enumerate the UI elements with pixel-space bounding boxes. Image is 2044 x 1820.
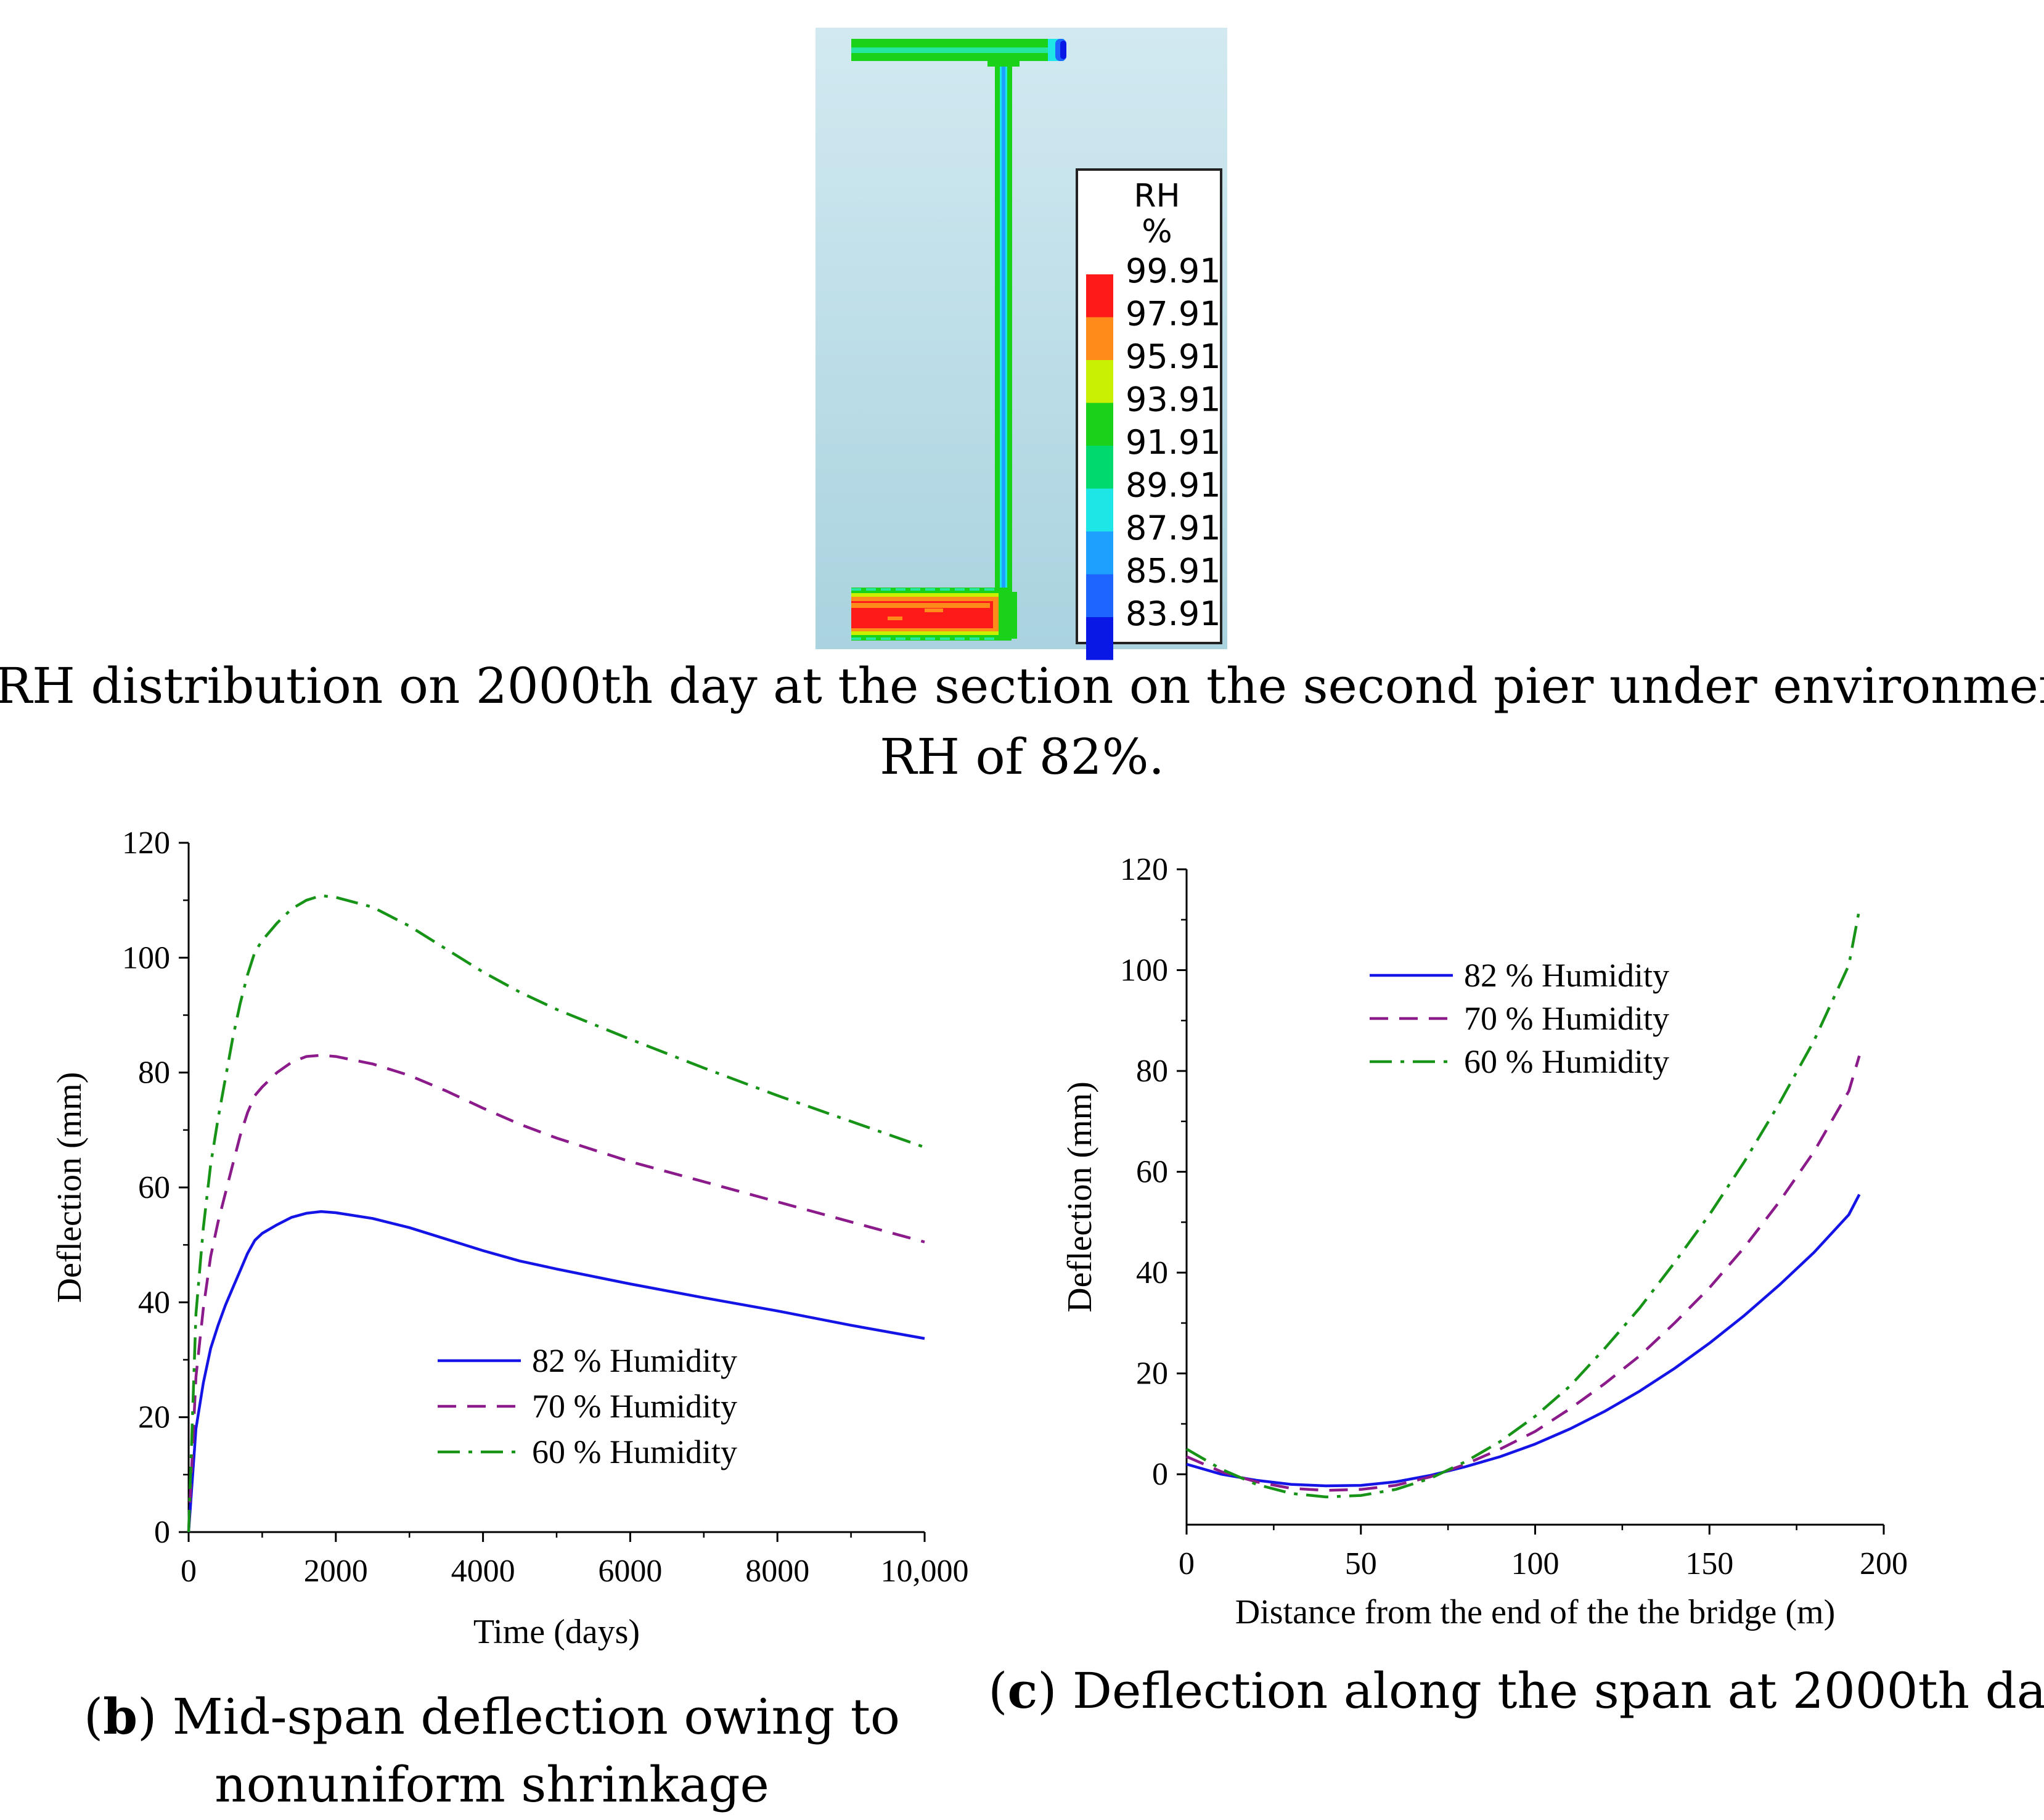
rh-legend-title: RH xyxy=(1134,178,1180,215)
y-tick-label: 60 xyxy=(138,1170,170,1205)
x-tick-label: 50 xyxy=(1345,1546,1377,1581)
x-tick-label: 150 xyxy=(1685,1546,1733,1581)
rh-level-label: 85.91 xyxy=(1126,552,1221,591)
y-tick-label: 40 xyxy=(1136,1255,1168,1290)
b-axes: 0 20 40 60 80 100 120 0 2000 4000 6000 8000 10,000 Ti… xyxy=(51,826,969,1651)
rh-swatch xyxy=(1086,488,1113,531)
caption-a-line1: RH distribution on 2000th day at the sec… xyxy=(0,657,2044,715)
rh-swatch xyxy=(1086,574,1113,617)
rh-level-label: 83.91 xyxy=(1126,594,1221,633)
x-axis-label: Distance from the end of the the bridge … xyxy=(1235,1593,1835,1631)
y-tick-label: 80 xyxy=(1136,1054,1168,1089)
x-tick-label: 6000 xyxy=(598,1554,662,1589)
legend-label: 60 % Humidity xyxy=(532,1433,737,1470)
caption-c-text: Deflection along the span at 2000th day xyxy=(1073,1662,2044,1720)
svg-text:(a) RH distribution on 2000th: (a) RH distribution on 2000th day at the… xyxy=(0,657,2044,715)
rh-swatch xyxy=(1086,446,1113,489)
caption-c-open: ( xyxy=(988,1662,1007,1720)
rh-level-label: 95.91 xyxy=(1126,337,1221,376)
svg-text:(c) Deflection along the span: (c) Deflection along the span at 2000th … xyxy=(988,1662,2044,1720)
rh-swatch xyxy=(1086,617,1113,660)
caption-b-line1: Mid-span deflection owing to xyxy=(173,1688,900,1745)
legend-label: 70 % Humidity xyxy=(1464,1000,1669,1037)
rh-level-label: 87.91 xyxy=(1126,509,1221,547)
y-tick-label: 0 xyxy=(154,1515,170,1550)
legend-label: 70 % Humidity xyxy=(532,1388,737,1425)
series-line-dashdot xyxy=(1185,909,1861,1499)
legend-label: 82 % Humidity xyxy=(532,1342,737,1379)
chart-span-deflection: 0 20 40 60 80 100 120 0 50 100 150 200 Distance from… xyxy=(1061,852,1908,1631)
caption-c-close: ) xyxy=(1037,1662,1073,1720)
c-axes: 0 20 40 60 80 100 120 0 50 100 150 200 Distance from… xyxy=(1061,852,1908,1631)
series-line-dashdot xyxy=(187,894,925,1533)
y-tick-label: 60 xyxy=(1136,1155,1168,1190)
bottom-flange xyxy=(851,588,1017,641)
y-tick-label: 100 xyxy=(122,940,170,975)
y-tick-label: 120 xyxy=(1120,852,1168,887)
b-series-lines xyxy=(187,894,925,1533)
y-axis-label: Deflection (mm) xyxy=(51,1072,89,1303)
rh-swatch xyxy=(1086,360,1113,403)
rh-swatch xyxy=(1086,274,1113,318)
series-line-solid xyxy=(1186,1194,1861,1488)
y-tick-label: 0 xyxy=(1152,1457,1168,1492)
svg-text:(b) Mid-span deflection owing: (b) Mid-span deflection owing to xyxy=(84,1687,900,1745)
y-tick-label: 100 xyxy=(1120,953,1168,988)
series-line-dashed xyxy=(187,1054,925,1533)
caption-a-line2: RH of 82%. xyxy=(880,728,1164,785)
caption-c: (c) Deflection along the span at 2000th … xyxy=(988,1662,2044,1720)
y-tick-label: 80 xyxy=(138,1056,170,1091)
c-legend: 82 % Humidity 70 % Humidity 60 % Humidity xyxy=(1370,957,1669,1080)
x-tick-label: 200 xyxy=(1860,1546,1908,1581)
x-tick-label: 0 xyxy=(1179,1546,1195,1581)
rh-color-swatches xyxy=(1086,274,1113,660)
legend-label: 60 % Humidity xyxy=(1464,1043,1669,1080)
caption-b-open: ( xyxy=(84,1688,103,1745)
rh-level-label: 89.91 xyxy=(1126,466,1221,505)
caption-b-label: b xyxy=(103,1687,137,1745)
caption-a: (a) RH distribution on 2000th day at the… xyxy=(0,657,2044,785)
x-axis-label: Time (days) xyxy=(473,1613,640,1651)
x-tick-label: 0 xyxy=(181,1554,197,1589)
x-tick-label: 2000 xyxy=(304,1554,368,1589)
rh-level-label: 91.91 xyxy=(1126,423,1221,462)
top-flange xyxy=(851,39,1066,61)
chart-midspan-deflection: 0 20 40 60 80 100 120 0 2000 4000 6000 8000 10,000 Ti… xyxy=(51,826,969,1651)
caption-b-line2: nonuniform shrinkage xyxy=(215,1756,769,1813)
web xyxy=(987,53,1020,612)
y-tick-label: 40 xyxy=(138,1285,170,1320)
rh-swatch xyxy=(1086,531,1113,575)
rh-level-label: 99.91 xyxy=(1126,252,1221,290)
y-tick-label: 20 xyxy=(138,1400,170,1435)
legend-label: 82 % Humidity xyxy=(1464,957,1669,994)
caption-b-close: ) xyxy=(137,1688,173,1745)
x-tick-label: 8000 xyxy=(745,1554,809,1589)
x-tick-label: 10,000 xyxy=(881,1554,969,1589)
series-line-dashed xyxy=(1186,1055,1861,1492)
x-tick-label: 100 xyxy=(1511,1546,1560,1581)
x-tick-label: 4000 xyxy=(451,1554,515,1589)
y-axis-label: Deflection (mm) xyxy=(1061,1081,1099,1313)
y-tick-label: 20 xyxy=(1136,1356,1168,1392)
rh-level-label: 93.91 xyxy=(1126,380,1221,419)
c-series-lines xyxy=(1185,909,1861,1499)
b-legend: 82 % Humidity 70 % Humidity 60 % Humidity xyxy=(438,1342,737,1470)
rh-legend-unit: % xyxy=(1142,213,1172,250)
rh-swatch xyxy=(1086,317,1113,360)
caption-b: (b) Mid-span deflection owing to nonunif… xyxy=(84,1687,900,1813)
rh-swatch xyxy=(1086,403,1113,446)
series-line-solid xyxy=(187,1210,925,1533)
rh-level-label: 97.91 xyxy=(1126,295,1221,334)
y-tick-label: 120 xyxy=(122,826,170,861)
caption-c-label: c xyxy=(1007,1662,1037,1720)
